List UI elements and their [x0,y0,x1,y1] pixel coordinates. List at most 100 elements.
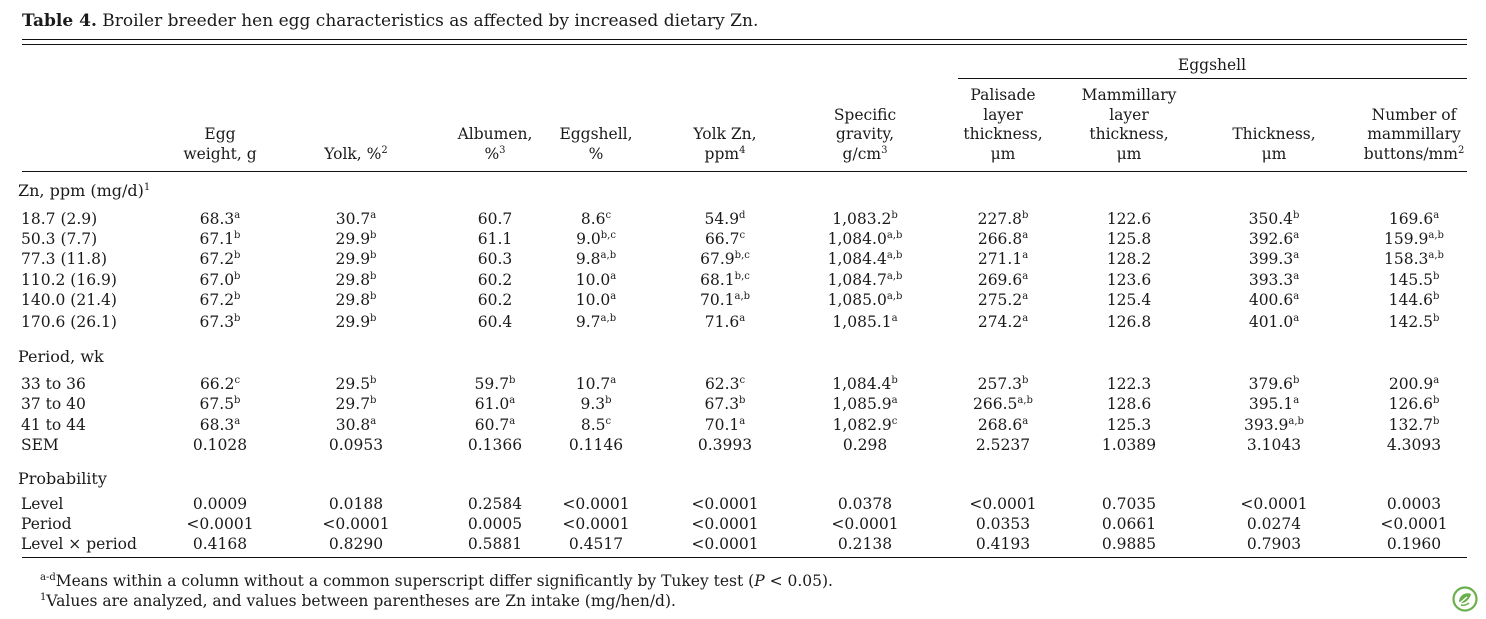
significance-letters: b [1432,416,1440,427]
table-cell: 29.9b [335,250,377,268]
table-cell: 128.2 [1106,250,1152,268]
footnote-marker: a-d [40,572,56,583]
table-cell: 67.2b [199,250,241,268]
column-header-line: layer [1109,105,1149,124]
table-cell: 70.1a [704,416,746,434]
table-caption: Table 4. Broiler breeder hen egg charact… [22,11,758,31]
significance-letters: b [605,395,612,406]
table-cell: 67.3b [199,313,241,331]
table-cell: 395.1a [1248,395,1300,413]
table-cell: 29.9b [335,313,377,331]
significance-letters: b [891,210,898,221]
table-cell: 0.0003 [1386,495,1442,513]
row-label: 110.2 (16.9) [21,271,117,289]
column-header: Eggshell,% [559,125,632,164]
table-cell: 60.2 [477,291,513,309]
section-title: Period, wk [18,347,104,366]
table-cell: 70.1a,b [699,291,751,309]
footnote-zn-intake: 1Values are analyzed, and values between… [40,592,676,610]
table-cell: 126.8 [1106,313,1152,331]
eggshell-spanner-header: Eggshell [1177,56,1247,74]
table-cell: 30.8a [335,416,377,434]
table-cell: 142.5b [1388,313,1440,331]
table-cell: 1,083.2b [832,210,898,228]
header-footnote-marker: 3 [499,144,506,156]
column-header-line: μm [990,144,1016,163]
table-cell: <0.0001 [186,515,254,533]
significance-letters: a [370,210,377,221]
column-header-line: buttons/mm2 [1363,144,1465,163]
table-cell: 60.4 [477,313,513,331]
row-label: Period [21,515,72,533]
significance-letters: b [370,395,377,406]
column-header-line: thickness, [963,125,1043,143]
significance-letters: b [1292,375,1300,386]
column-header: Yolk, %2 [324,145,388,165]
column-header: Thickness, μm [1232,125,1315,164]
table-cell: 30.7a [335,210,377,228]
column-header-line: Palisade [970,86,1036,104]
significance-letters: a [610,271,617,282]
section-footnote-marker: 1 [143,182,151,193]
column-header-line: Yolk, %2 [324,144,388,163]
table-cell: 132.7b [1388,416,1440,434]
table-cell: 169.6a [1388,210,1440,228]
column-header-line: Egg [204,125,236,143]
table-cell: 0.0188 [328,495,384,513]
table-cell: 0.4517 [568,535,624,553]
table-cell: 66.7c [704,230,746,248]
column-header-line: μm [1116,144,1142,163]
row-label: 77.3 (11.8) [21,250,108,268]
significance-letters: a [1293,395,1300,406]
table-cell: 126.6b [1388,395,1440,413]
table-cell: 0.1960 [1386,535,1442,553]
significance-letters: d [739,210,746,221]
table-cell: 61.0a [474,395,516,413]
table-cell: 67.3b [704,395,746,413]
significance-letters: a [370,416,377,427]
table-cell: <0.0001 [691,495,759,513]
significance-letters: a [1022,250,1029,261]
table-cell: 9.7a,b [575,313,617,331]
table-cell: 2.5237 [975,436,1031,454]
table-cell: 379.6b [1248,375,1300,393]
table-cell: 125.3 [1106,416,1152,434]
table-cell: 9.0b,c [576,230,616,248]
table-cell: <0.0001 [691,515,759,533]
significance-letters: b,c [600,230,616,241]
table-cell: 125.4 [1106,291,1152,309]
significance-letters: a,b [1288,416,1304,427]
significance-letters: c [739,230,746,241]
column-header-line: g/cm3 [842,144,888,163]
table-cell: 0.9885 [1101,535,1157,553]
significance-letters: b [1021,210,1029,221]
significance-letters: c [605,210,612,221]
table-cell: <0.0001 [691,535,759,553]
table-cell: 0.5881 [467,535,523,553]
table-cell: 144.6b [1388,291,1440,309]
table-cell: 1.0389 [1101,436,1157,454]
significance-letters: a [1022,230,1029,241]
table-cell: 60.2 [477,271,513,289]
significance-letters: a [234,210,241,221]
table-cell: 10.0a [575,291,617,309]
significance-letters: b [234,230,241,241]
significance-letters: b [370,291,377,302]
column-header-line: mammillary [1367,125,1461,143]
significance-letters: b [234,250,241,261]
table-cell: 0.298 [842,436,888,454]
section-title: Probability [18,469,107,488]
table-cell: 271.1a [977,250,1029,268]
table-cell: <0.0001 [1240,495,1308,513]
footnote-text: Means within a column without a common s… [55,572,833,590]
footnote-text: Values are analyzed, and values between … [46,592,676,610]
table-cell: 0.2584 [467,495,523,513]
significance-letters: a,b [886,271,903,282]
footnote-significance: a-dMeans within a column without a commo… [40,572,833,590]
significance-letters: a [234,416,241,427]
table-cell: 393.3a [1248,271,1300,289]
header-rule [22,171,1467,172]
column-header-line: Specific [833,105,897,124]
header-footnote-marker: 3 [881,144,888,156]
significance-letters: a [1433,210,1440,221]
